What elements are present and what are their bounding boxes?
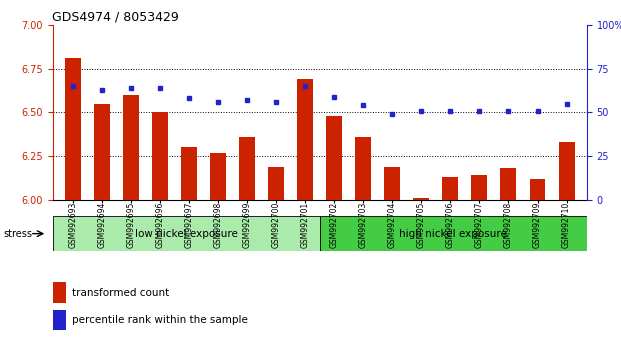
Text: GSM992707: GSM992707 <box>475 202 484 248</box>
Bar <box>530 179 545 200</box>
Bar <box>442 177 458 200</box>
Text: GSM992703: GSM992703 <box>359 202 368 248</box>
Bar <box>327 116 342 200</box>
Bar <box>181 148 197 200</box>
Bar <box>53 310 66 330</box>
Text: GSM992697: GSM992697 <box>184 202 194 248</box>
Text: GSM992695: GSM992695 <box>127 202 135 248</box>
Text: GDS4974 / 8053429: GDS4974 / 8053429 <box>52 11 179 24</box>
Bar <box>211 153 226 200</box>
Text: GSM992705: GSM992705 <box>417 202 426 248</box>
Bar <box>268 167 284 200</box>
Bar <box>239 137 255 200</box>
Text: GSM992701: GSM992701 <box>301 202 310 248</box>
Text: GSM992706: GSM992706 <box>446 202 455 248</box>
Text: GSM992700: GSM992700 <box>272 202 281 248</box>
Bar <box>94 104 110 200</box>
Text: stress: stress <box>3 229 32 239</box>
Text: transformed count: transformed count <box>72 288 169 298</box>
Bar <box>65 58 81 200</box>
Bar <box>501 169 517 200</box>
Bar <box>152 113 168 200</box>
Text: high nickel exposure: high nickel exposure <box>399 229 507 239</box>
Bar <box>320 216 587 251</box>
Text: GSM992709: GSM992709 <box>533 202 542 248</box>
Bar <box>123 95 139 200</box>
Text: GSM992699: GSM992699 <box>243 202 252 248</box>
Text: GSM992696: GSM992696 <box>156 202 165 248</box>
Text: low nickel exposure: low nickel exposure <box>135 229 238 239</box>
Text: percentile rank within the sample: percentile rank within the sample <box>72 315 248 325</box>
Text: GSM992698: GSM992698 <box>214 202 223 248</box>
Bar <box>558 142 574 200</box>
Bar <box>297 79 313 200</box>
Text: GSM992694: GSM992694 <box>97 202 107 248</box>
Bar <box>53 216 320 251</box>
Text: GSM992693: GSM992693 <box>68 202 78 248</box>
Text: GSM992710: GSM992710 <box>562 202 571 248</box>
Bar <box>414 198 429 200</box>
Bar <box>384 167 401 200</box>
Bar <box>53 282 66 303</box>
Bar <box>355 137 371 200</box>
Text: GSM992708: GSM992708 <box>504 202 513 248</box>
Bar <box>471 176 487 200</box>
Text: GSM992702: GSM992702 <box>330 202 339 248</box>
Text: GSM992704: GSM992704 <box>388 202 397 248</box>
